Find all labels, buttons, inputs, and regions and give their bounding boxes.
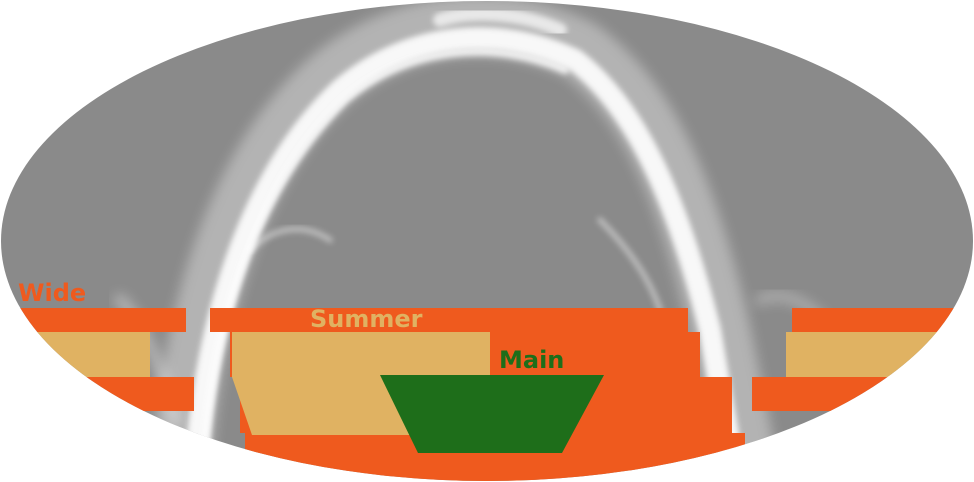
main-region	[380, 375, 604, 453]
summer-label: Summer	[310, 305, 423, 333]
galactic-dust-emission	[114, 1, 835, 481]
wide-label: Wide	[18, 279, 86, 307]
main-label: Main	[499, 346, 564, 374]
